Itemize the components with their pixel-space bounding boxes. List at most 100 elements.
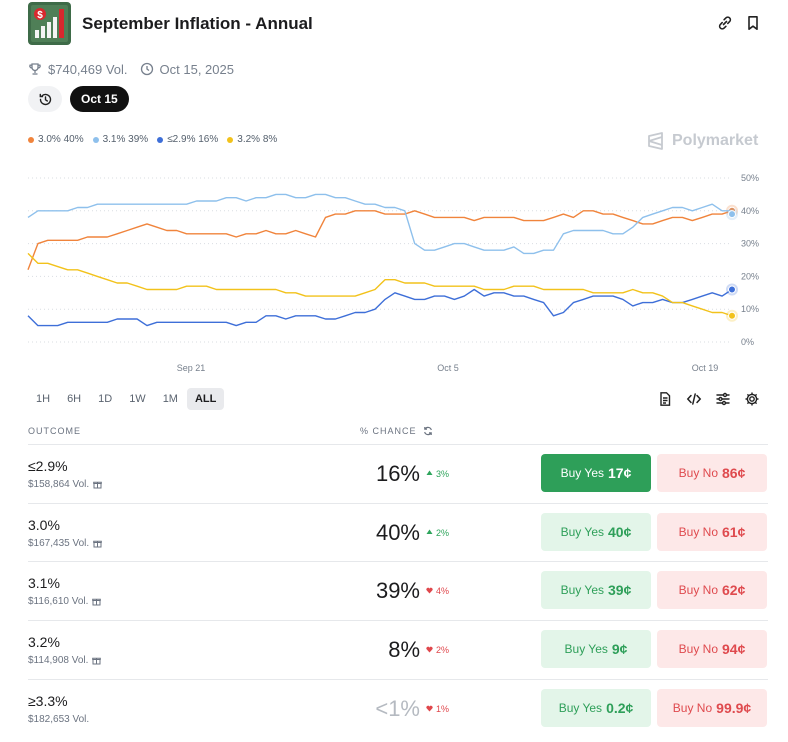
sliders-icon[interactable]	[715, 391, 731, 407]
y-tick-label: 0%	[741, 337, 754, 347]
chart-legend: 3.0% 40% 3.1% 39% ≤2.9% 16% 3.2% 8%	[28, 134, 286, 145]
buy-yes-button[interactable]: Buy Yes 17¢	[541, 454, 651, 492]
chance-change: 4%	[426, 586, 449, 596]
divider	[28, 679, 768, 680]
chance-change: 2%	[426, 528, 449, 538]
divider	[28, 620, 768, 621]
range-1d[interactable]: 1D	[98, 393, 113, 405]
column-header-chance: % CHANCE	[360, 426, 433, 436]
outcome-row[interactable]: 3.2% $114,908 Vol. 8% 2% Buy Yes 9¢ Buy No 94¢	[28, 621, 768, 679]
range-1m[interactable]: 1M	[162, 393, 178, 405]
range-selector: 1H 6H 1D 1W 1M ALL	[28, 388, 225, 410]
y-tick-label: 30%	[741, 239, 759, 249]
end-date: Oct 15, 2025	[159, 61, 234, 77]
x-tick-label: Oct 19	[692, 363, 719, 373]
buy-no-button[interactable]: Buy No 61¢	[657, 513, 767, 551]
legend-item: 3.2% 8%	[227, 134, 277, 145]
outcome-row[interactable]: 3.1% $116,610 Vol. 39% 4% Buy Yes 39¢ Buy No 62…	[28, 562, 768, 620]
range-6h[interactable]: 6H	[67, 393, 82, 405]
outcome-volume: $167,435 Vol.	[28, 538, 102, 549]
outcome-row[interactable]: 3.0% $167,435 Vol. 40% 2% Buy Yes 40¢ Buy No 61…	[28, 504, 768, 562]
chart-tools	[644, 391, 760, 407]
buy-no-button[interactable]: Buy No 86¢	[657, 454, 767, 492]
outcome-volume: $114,908 Vol.	[28, 655, 102, 666]
column-header-outcome: OUTCOME	[28, 426, 81, 436]
page-title: September Inflation - Annual	[82, 14, 313, 33]
chart-canvas: 50% 40% 30% 20% 10% 0% Sep 21 Oct 5 Oct 19	[27, 173, 759, 373]
divider	[28, 561, 768, 562]
chance-change: 1%	[426, 704, 449, 714]
outcome-chance: 39%	[375, 578, 420, 603]
settings-gear-icon[interactable]	[744, 391, 760, 407]
y-tick-label: 50%	[741, 173, 759, 183]
gift-icon	[92, 657, 102, 665]
buy-yes-button[interactable]: Buy Yes 40¢	[541, 513, 651, 551]
outcome-volume: $182,653 Vol.	[28, 714, 90, 725]
buy-yes-button[interactable]: Buy Yes 9¢	[541, 630, 651, 668]
legend-item: 3.0% 40%	[28, 134, 84, 145]
gift-icon	[93, 481, 102, 489]
y-tick-label: 20%	[741, 271, 759, 281]
divider	[28, 444, 768, 445]
outcome-chance: 16%	[375, 461, 420, 486]
down-arrow-icon	[426, 704, 436, 714]
outcome-volume: $116,610 Vol.	[28, 596, 102, 607]
outcome-chance: 40%	[375, 520, 420, 545]
code-icon[interactable]	[686, 391, 702, 407]
chance-change: 3%	[426, 469, 449, 479]
outcome-chance: <1%	[375, 696, 420, 721]
range-all[interactable]: ALL	[186, 388, 225, 410]
series-line	[27, 210, 733, 271]
outcome-label: 3.1%	[28, 575, 60, 591]
total-volume: $740,469 Vol.	[48, 61, 128, 77]
gift-icon	[92, 598, 102, 606]
series-line	[27, 193, 732, 255]
series-line	[27, 252, 733, 317]
series-line	[27, 288, 733, 327]
price-chart[interactable]: 50% 40% 30% 20% 10% 0% Sep 21 Oct 5 Oct 19	[0, 160, 788, 385]
market-thumbnail: $	[28, 2, 71, 45]
outcome-row[interactable]: ≤2.9% $158,864 Vol. 16% 3% Buy Yes 17¢ Buy No 8…	[28, 445, 768, 503]
chance-change: 2%	[426, 645, 449, 655]
history-clock-icon	[39, 93, 51, 105]
polymarket-watermark: Polymarket	[646, 131, 758, 151]
market-meta: $740,469 Vol. Oct 15, 2025	[28, 61, 234, 77]
range-1h[interactable]: 1H	[36, 393, 51, 405]
y-tick-label: 40%	[741, 206, 759, 216]
series-end-dot	[728, 285, 736, 294]
outcome-label: 3.2%	[28, 634, 60, 650]
buy-no-button[interactable]: Buy No 99.9¢	[657, 689, 767, 727]
x-tick-label: Oct 5	[437, 363, 459, 373]
outcome-label: ≥3.3%	[28, 693, 68, 709]
market-header: $ September Inflation - Annual	[28, 2, 768, 46]
outcome-row[interactable]: ≥3.3% $182,653 Vol. <1% 1% Buy Yes 0.2¢ Buy No…	[28, 680, 768, 738]
buy-yes-button[interactable]: Buy Yes 0.2¢	[541, 689, 651, 727]
bookmark-icon[interactable]	[744, 14, 762, 32]
range-1w[interactable]: 1W	[129, 393, 146, 405]
refresh-icon[interactable]	[423, 426, 433, 436]
down-arrow-icon	[426, 586, 436, 596]
svg-text:$: $	[37, 10, 43, 21]
outcome-label: 3.0%	[28, 517, 60, 533]
divider	[28, 503, 768, 504]
clock-icon	[140, 62, 153, 76]
y-tick-label: 10%	[741, 304, 759, 314]
document-icon[interactable]	[657, 391, 673, 407]
outcome-volume: $158,864 Vol.	[28, 479, 102, 490]
legend-item: ≤2.9% 16%	[157, 134, 218, 145]
legend-item: 3.1% 39%	[92, 134, 148, 145]
x-tick-label: Sep 21	[177, 363, 206, 373]
buy-no-button[interactable]: Buy No 94¢	[657, 630, 767, 668]
buy-no-button[interactable]: Buy No 62¢	[657, 571, 767, 609]
down-arrow-icon	[426, 645, 436, 655]
trophy-icon	[29, 63, 41, 75]
link-icon[interactable]	[716, 14, 734, 32]
outcome-chance: 8%	[388, 637, 420, 662]
date-pill[interactable]: Oct 15	[70, 86, 129, 112]
polymarket-logo-icon	[648, 132, 663, 150]
up-arrow-icon	[426, 469, 436, 479]
buy-yes-button[interactable]: Buy Yes 39¢	[541, 571, 651, 609]
history-toggle[interactable]	[28, 86, 62, 112]
outcome-label: ≤2.9%	[28, 458, 68, 474]
up-arrow-icon	[426, 528, 436, 538]
